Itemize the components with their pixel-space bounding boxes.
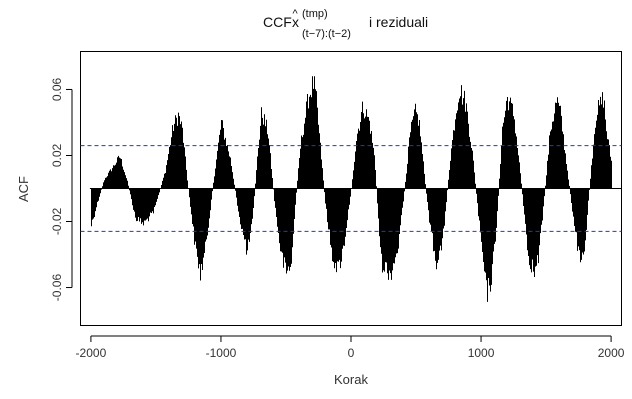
x-tick-label: 2000 (598, 346, 625, 360)
x-axis: -2000 -1000 0 1000 2000 (76, 335, 625, 360)
title-symbol: x (292, 14, 299, 30)
x-tick-label: -1000 (206, 346, 237, 360)
y-tick-label: -0.06 (50, 274, 64, 302)
confidence-lines (80, 145, 622, 232)
ccf-bars (91, 76, 612, 302)
y-axis: -0.06 -0.02 0.02 0.06 (50, 77, 73, 302)
y-axis-label: ACF (16, 176, 31, 202)
title-subscript: (t−7):(t−2) (302, 28, 351, 40)
x-tick-label: 1000 (468, 346, 495, 360)
y-tick-label: -0.02 (50, 208, 64, 236)
y-tick-label: 0.06 (50, 77, 64, 101)
title-prefix: CCF (263, 14, 292, 30)
title-suffix: i reziduali (369, 14, 428, 30)
y-tick-label: 0.02 (50, 143, 64, 167)
chart-title: CCF x ^ (tmp) (t−7):(t−2) i reziduali (263, 8, 428, 40)
x-tick-label: -2000 (76, 346, 107, 360)
x-tick-label: 0 (348, 346, 355, 360)
title-hat: ^ (293, 8, 299, 20)
title-superscript: (tmp) (302, 8, 328, 20)
x-axis-label: Korak (334, 372, 368, 387)
